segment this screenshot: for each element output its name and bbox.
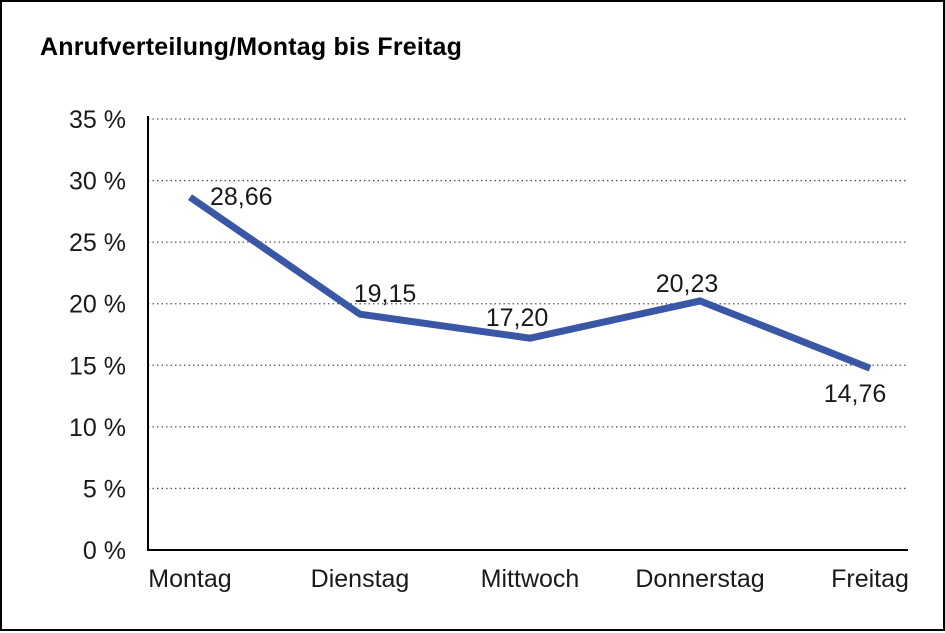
data-point-label: 28,66 — [210, 183, 273, 211]
y-tick-label: 5 % — [83, 475, 126, 503]
y-tick-label: 10 % — [69, 414, 126, 442]
data-point-label: 14,76 — [824, 380, 887, 408]
data-point-label: 20,23 — [656, 270, 719, 298]
x-category-label: Dienstag — [311, 565, 410, 593]
y-tick-label: 35 % — [69, 106, 126, 134]
y-tick-label: 15 % — [69, 352, 126, 380]
data-point-label: 19,15 — [354, 280, 417, 308]
y-tick-label: 20 % — [69, 291, 126, 319]
x-category-label: Donnerstag — [635, 565, 764, 593]
chart-title: Anrufverteilung/Montag bis Freitag — [40, 33, 463, 61]
data-point-label: 17,20 — [486, 304, 549, 332]
y-tick-label: 30 % — [69, 168, 126, 196]
x-category-label: Montag — [148, 565, 231, 593]
data-line — [188, 194, 872, 372]
x-category-label: Freitag — [831, 565, 909, 593]
y-tick-label: 0 % — [83, 537, 126, 565]
y-tick-label: 25 % — [69, 229, 126, 257]
x-category-label: Mittwoch — [481, 565, 580, 593]
